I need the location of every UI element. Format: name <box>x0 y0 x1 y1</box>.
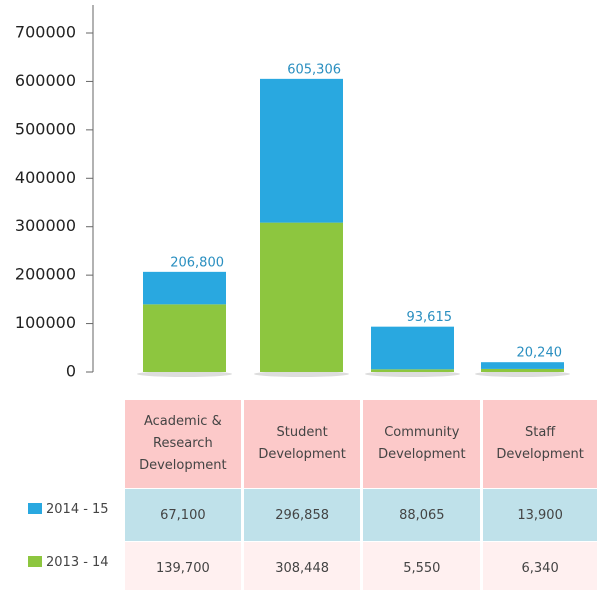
chart: 0 100000 200000 300000 400000 500000 600000 700… <box>15 5 570 381</box>
header-row: Academic & Research Development Student D… <box>125 400 597 488</box>
column-header: Academic & Research Development <box>125 400 241 488</box>
table-cell: 5,550 <box>363 541 481 590</box>
column-header: Community Development <box>363 400 481 488</box>
legend-swatch <box>28 503 42 514</box>
bar-segment <box>481 362 564 369</box>
legend-label: 2013 - 14 <box>46 555 109 570</box>
bar-segment <box>371 369 454 372</box>
bar-segment <box>371 326 454 370</box>
bar-segment <box>143 271 226 305</box>
total-label: 20,240 <box>517 346 563 361</box>
y-tick-label: 300000 <box>15 216 76 235</box>
legend-item: 2013 - 14 <box>28 555 109 570</box>
table-cell: 67,100 <box>125 488 241 541</box>
total-label: 206,800 <box>170 255 224 270</box>
y-tick-label: 700000 <box>15 23 76 42</box>
data-table: Academic & Research Development Student D… <box>122 400 600 590</box>
bar-segment <box>143 304 226 372</box>
y-tick-label: 600000 <box>15 71 76 90</box>
y-tick-label: 500000 <box>15 119 76 138</box>
table-cell: 6,340 <box>483 541 597 590</box>
total-label: 93,615 <box>407 310 453 325</box>
legend-label: 2014 - 15 <box>46 502 109 517</box>
y-tick-label: 100000 <box>15 313 76 332</box>
column-header: Staff Development <box>483 400 597 488</box>
bar-segment <box>260 222 343 372</box>
y-tick-label: 200000 <box>15 265 76 284</box>
table-cell: 13,900 <box>483 488 597 541</box>
bar-segment <box>481 368 564 372</box>
row: 67,100 296,858 88,065 13,900 <box>125 488 597 541</box>
bar-shadow <box>475 371 570 377</box>
bar-shadow <box>254 371 349 377</box>
bar-segment <box>260 78 343 223</box>
row: 139,700 308,448 5,550 6,340 <box>125 541 597 590</box>
column-header: Student Development <box>243 400 361 488</box>
bar-shadow <box>365 371 460 377</box>
table-cell: 296,858 <box>243 488 361 541</box>
y-tick-label: 400000 <box>15 168 76 187</box>
table-cell: 308,448 <box>243 541 361 590</box>
table-cell: 88,065 <box>363 488 481 541</box>
table-cell: 139,700 <box>125 541 241 590</box>
bar-shadow <box>137 371 232 377</box>
y-tick-label: 0 <box>66 362 76 381</box>
total-label: 605,306 <box>287 62 341 77</box>
legend-item: 2014 - 15 <box>28 502 109 517</box>
legend-swatch <box>28 556 42 567</box>
